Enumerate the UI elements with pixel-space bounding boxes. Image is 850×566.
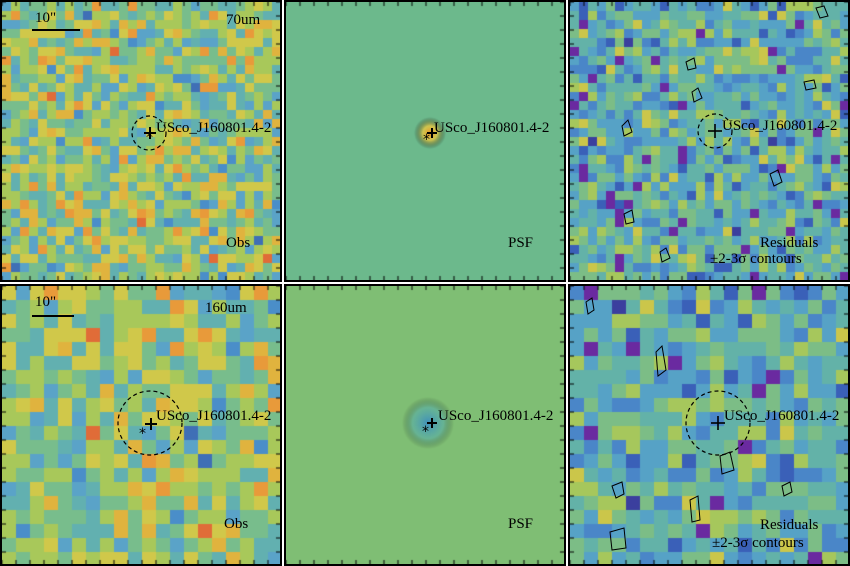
obs-panel-70um: * 10" 70um USco_J160801.4-2 Obs [0, 0, 282, 282]
residuals-panel-160um: USco_J160801.4-2 Residuals ±2-3σ contour… [568, 284, 850, 566]
source-label: USco_J160801.4-2 [724, 408, 840, 424]
obs-image-160um [2, 286, 280, 564]
overlay-160um-res [585, 297, 793, 551]
obs-image-70um [2, 2, 280, 280]
residuals-image-160um [570, 286, 848, 564]
obs-panel-160um: * 10" 160um USco_J160801.4-2 Obs [0, 284, 282, 566]
overlay-160um-obs: * [32, 315, 183, 456]
psf-image-70um [286, 2, 564, 280]
star-marker-icon: * [422, 424, 429, 440]
obs-label: Obs [224, 516, 249, 532]
residuals-label: Residuals [760, 517, 819, 533]
overlay-160um-psf: * [422, 418, 437, 440]
star-marker-icon: * [423, 132, 430, 148]
scale-label: 10" [35, 294, 57, 310]
band-label: 160um [205, 300, 247, 316]
overlay-70um-obs: * [32, 29, 167, 151]
psf-panel-160um: * USco_J160801.4-2 PSF [284, 284, 566, 566]
band-label: 70um [226, 12, 261, 28]
overlay-70um-psf: * [423, 128, 437, 148]
star-marker-icon: * [139, 426, 146, 442]
source-label: USco_J160801.4-2 [156, 408, 272, 424]
source-label: USco_J160801.4-2 [438, 408, 554, 424]
psf-panel-70um: * USco_J160801.4-2 PSF [284, 0, 566, 282]
obs-label: Obs [226, 235, 251, 251]
psf-label: PSF [508, 516, 534, 532]
source-label: USco_J160801.4-2 [156, 120, 272, 136]
residuals-image-70um [570, 2, 848, 280]
overlay-70um-res [621, 5, 829, 263]
contours-label: ±2-3σ contours [710, 251, 802, 267]
source-label: USco_J160801.4-2 [434, 120, 550, 136]
scale-label: 10" [35, 10, 57, 26]
source-label: USco_J160801.4-2 [722, 118, 838, 134]
residuals-panel-70um: USco_J160801.4-2 Residuals ±2-3σ contour… [568, 0, 850, 282]
residuals-label: Residuals [760, 235, 819, 251]
contours-label: ±2-3σ contours [712, 535, 804, 551]
psf-label: PSF [508, 235, 534, 251]
psf-image-160um [286, 286, 564, 564]
